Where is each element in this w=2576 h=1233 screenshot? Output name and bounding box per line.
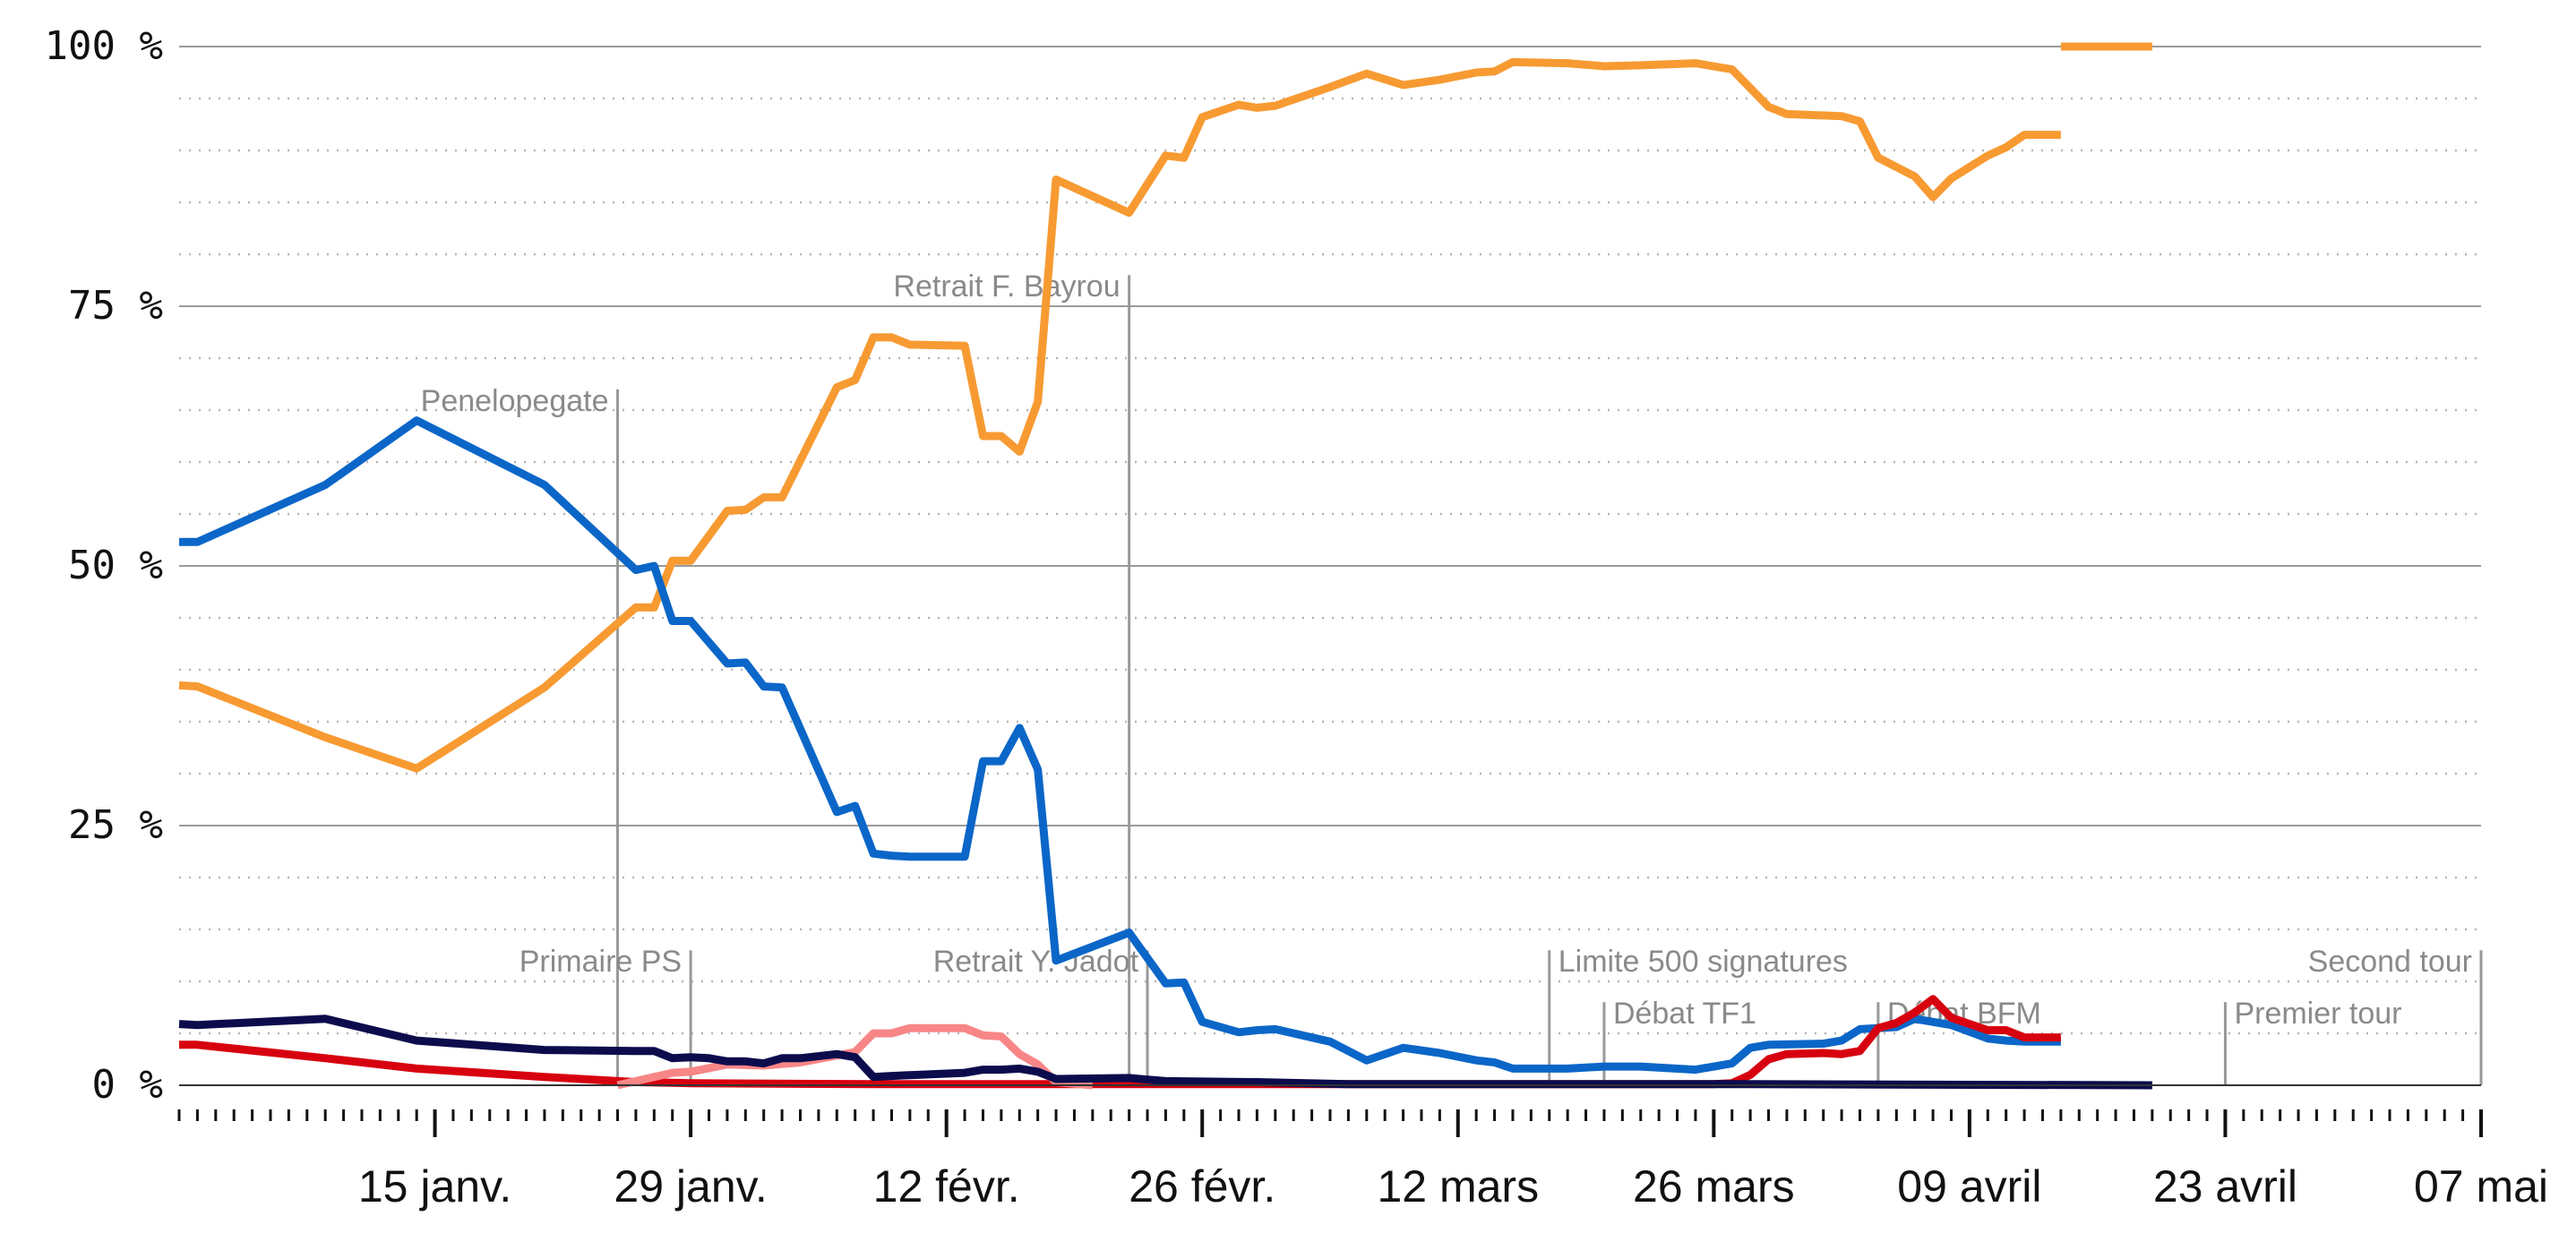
x-tick-label: 23 avril — [2153, 1161, 2297, 1212]
x-tick-label: 12 mars — [1377, 1161, 1539, 1212]
event-annotations: Penelopegate Retrait F. Bayrou Primaire PS… — [421, 270, 2483, 1085]
y-tick-label: 50 % — [68, 543, 163, 588]
annotation-label: Retrait Y. Jadot — [933, 945, 1139, 979]
series-line-1 — [178, 42, 2152, 773]
annotation-label: Premier tour — [2234, 997, 2401, 1031]
x-tick-label: 26 mars — [1633, 1161, 1795, 1212]
x-tick-label: 12 févr. — [873, 1161, 1020, 1212]
x-tick-label: 26 févr. — [1129, 1161, 1275, 1212]
x-tick-label: 09 avril — [1897, 1161, 2041, 1212]
series-line-3 — [179, 995, 2061, 1089]
y-tick-label: 100 % — [45, 23, 163, 69]
series-line-5 — [178, 1015, 2152, 1090]
y-tick-label: 75 % — [68, 283, 163, 329]
annotation-label: Penelopegate — [421, 384, 609, 418]
x-tick-label: 29 janv. — [614, 1161, 767, 1212]
series-line-4 — [616, 1023, 1094, 1090]
series-lines — [178, 42, 2152, 1090]
x-tick-label: 15 janv. — [358, 1161, 511, 1212]
series-line-2 — [179, 416, 2061, 1075]
annotation-label: Débat TF1 — [1613, 997, 1756, 1031]
y-tick-label: 0 % — [92, 1062, 163, 1108]
grid-lines — [179, 46, 2481, 1035]
y-tick-label: 25 % — [68, 802, 163, 848]
annotation-label: Primaire PS — [519, 945, 682, 979]
x-axis: 15 janv. 29 janv. 12 févr. 26 févr. 12 mars 2… — [177, 1084, 2548, 1212]
annotation-label: Retrait F. Bayrou — [893, 270, 1120, 304]
x-tick-label: 07 mai — [2414, 1161, 2548, 1212]
annotation-label: Second tour — [2308, 945, 2472, 979]
y-axis-labels: 0 % 25 % 50 % 75 % 100 % — [45, 23, 163, 1108]
annotation-label: Limite 500 signatures — [1558, 945, 1848, 979]
